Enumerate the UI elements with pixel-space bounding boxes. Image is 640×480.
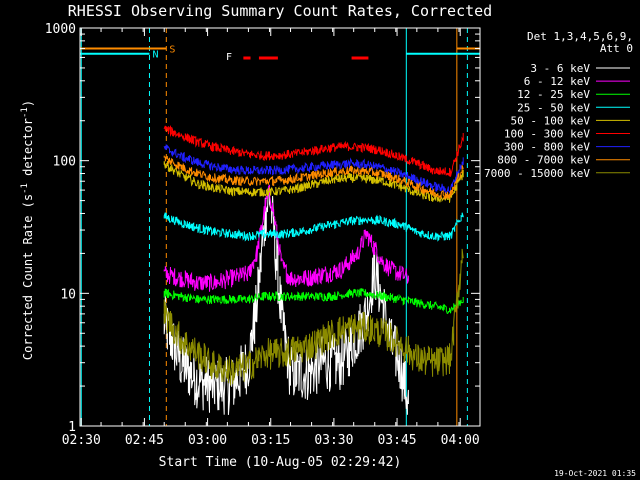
series-line-3	[163, 212, 464, 242]
x-tick-label-6: 04:00	[441, 433, 480, 448]
x-tick-label-0: 02:30	[62, 433, 101, 448]
y-tick-label-3: 1000	[45, 22, 76, 37]
legend-label-2: 12 - 25 keV	[517, 88, 590, 101]
y-tick-label-2: 100	[53, 155, 76, 170]
x-axis-label: Start Time (10-Aug-05 02:29:42)	[159, 455, 402, 470]
x-tick-label-5: 03:45	[377, 433, 416, 448]
legend-label-5: 100 - 300 keV	[504, 128, 590, 141]
footer-timestamp: 19-Oct-2021 01:35	[554, 469, 636, 478]
legend-label-0: 3 - 6 keV	[530, 62, 590, 75]
legend-header-detectors: Det 1,3,4,5,6,9,	[527, 30, 633, 43]
legend-label-6: 300 - 800 keV	[504, 141, 590, 154]
series-line-1	[163, 184, 409, 292]
legend-label-7: 800 - 7000 keV	[497, 154, 590, 167]
flag-s-label: S	[169, 45, 175, 56]
y-tick-label-1: 10	[60, 287, 76, 302]
x-tick-label-2: 03:00	[188, 433, 227, 448]
data-series	[163, 124, 464, 415]
series-line-4	[163, 161, 464, 203]
x-tick-label-3: 03:15	[251, 433, 290, 448]
flag-n-label: N	[152, 50, 158, 61]
x-tick-label-4: 03:30	[314, 433, 353, 448]
plot-frame	[79, 27, 481, 427]
series-line-5	[163, 124, 464, 177]
y-axis-label: Corrected Count Rate (s-1 detector-1)	[20, 100, 35, 360]
x-axis: 02:30 02:45 03:00 03:15 03:30 03:45 04:00	[62, 28, 481, 448]
x-tick-label-1: 02:45	[125, 433, 164, 448]
legend-label-3: 25 - 50 keV	[517, 101, 590, 114]
flare-label: F	[226, 52, 232, 63]
legend-header-attenuator: Att 0	[600, 42, 633, 55]
series-line-7	[163, 155, 464, 200]
y-axis: 1 10 100 1000	[45, 22, 480, 435]
legend-label-4: 50 - 100 keV	[511, 114, 591, 127]
state-flags: SN	[80, 45, 175, 61]
series-line-2	[163, 288, 464, 315]
instrument-flag-lines	[80, 28, 480, 426]
series-line-6	[163, 143, 464, 194]
series-line-8	[163, 248, 464, 386]
legend-label-1: 6 - 12 keV	[524, 75, 591, 88]
chart-title: RHESSI Observing Summary Count Rates, Co…	[68, 2, 492, 20]
flare-intervals: F	[226, 52, 369, 63]
legend-label-8: 7000 - 15000 keV	[484, 167, 590, 180]
y-tick-label-0: 1	[68, 420, 76, 435]
